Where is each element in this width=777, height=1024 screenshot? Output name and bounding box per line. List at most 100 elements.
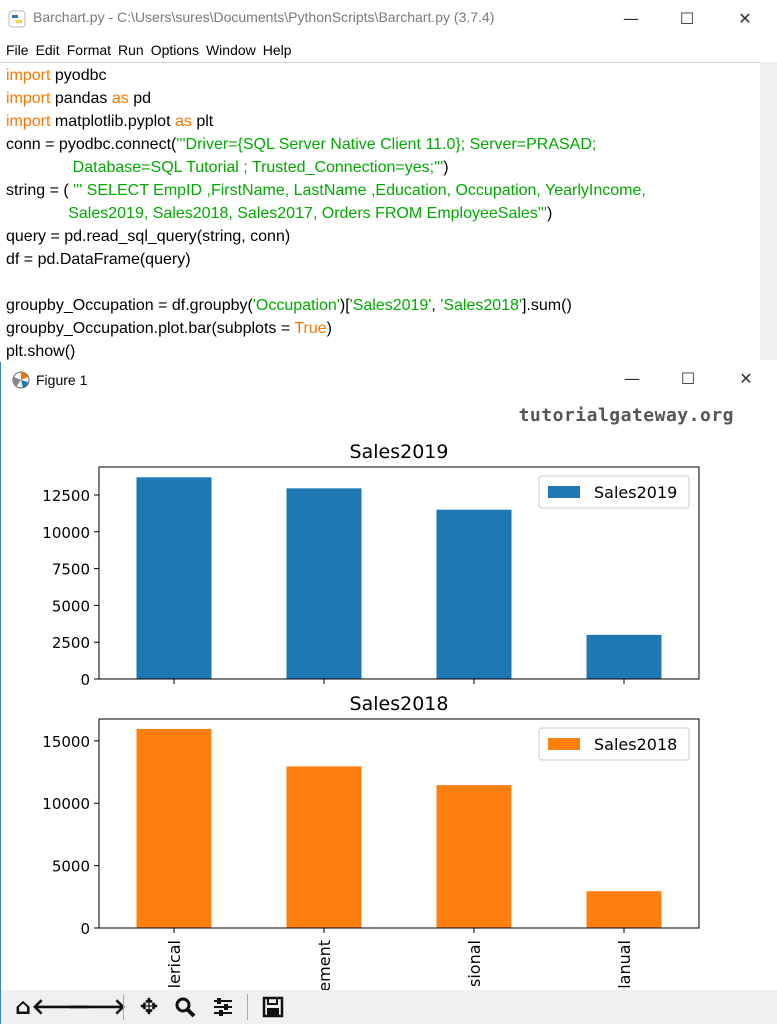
- editor-menubar: File Edit Format Run Options Window Help: [0, 38, 777, 62]
- code-token: conn = pyodbc.connect(: [6, 136, 177, 153]
- editor-window: Barchart.py - C:\Users\sures\Documents\P…: [0, 0, 777, 363]
- legend-label: Sales2019: [594, 483, 677, 502]
- code-token: ''' SELECT EmpID ,FirstName, LastName ,E…: [73, 182, 646, 199]
- code-token: ): [546, 205, 553, 222]
- menu-help[interactable]: Help: [262, 42, 292, 58]
- minimize-button[interactable]: —: [623, 9, 639, 28]
- menu-options[interactable]: Options: [150, 42, 199, 58]
- figure-minimize-button[interactable]: —: [624, 369, 640, 388]
- axes-frame: [98, 466, 700, 680]
- editor-titlebar: Barchart.py - C:\Users\sures\Documents\P…: [0, 0, 777, 38]
- y-tick-label: 15000: [42, 733, 90, 751]
- code-token: import: [6, 90, 51, 107]
- menu-window[interactable]: Window: [205, 42, 256, 58]
- bar-clerical: [136, 728, 212, 928]
- figure-toolbar: ⌂ 🡐 🡒 ✥: [1, 990, 777, 1024]
- code-token: as: [174, 113, 192, 130]
- code-line: string = ( ''' SELECT EmpID ,FirstName, …: [6, 180, 646, 202]
- bar-clerical: [136, 477, 212, 679]
- code-editor[interactable]: import pyodbc import pandas as pd import m…: [0, 62, 760, 361]
- configure-subplots-icon[interactable]: [209, 993, 237, 1021]
- code-token: pyodbc: [50, 67, 107, 84]
- save-icon[interactable]: [259, 993, 287, 1021]
- subplot-2: Sales2018 0 5000 10000 15000 Sales2018 lerical…: [42, 693, 700, 990]
- menu-edit[interactable]: Edit: [35, 42, 60, 58]
- code-token: string = (: [6, 182, 74, 199]
- code-token: matplotlib.pyplot: [50, 113, 175, 130]
- x-tick-label: ement: [315, 940, 334, 990]
- code-token: True: [294, 320, 327, 337]
- figure-title: Figure 1: [36, 372, 88, 388]
- code-token: plt: [191, 113, 214, 130]
- code-token: ): [326, 320, 332, 337]
- matplotlib-icon: [12, 371, 30, 389]
- code-line: Sales2019, Sales2018, Sales2017, Orders …: [6, 203, 552, 225]
- x-tick-label: lanual: [615, 940, 634, 989]
- x-tick-label: lerical: [165, 940, 184, 988]
- x-tick-label: sional: [465, 940, 484, 987]
- code-token: Database=SQL Tutorial ; Trusted_Connecti…: [6, 159, 444, 176]
- zoom-icon[interactable]: [171, 993, 199, 1021]
- editor-scrollbar[interactable]: [760, 62, 777, 360]
- menu-run[interactable]: Run: [118, 42, 144, 58]
- bar-management: [286, 766, 362, 928]
- y-tick-label: 10000: [42, 524, 90, 542]
- maximize-button[interactable]: ☐: [679, 9, 695, 28]
- code-line: import pandas as pd: [6, 88, 151, 110]
- y-tick-label: 5000: [52, 597, 90, 615]
- code-token: 'Occupation': [252, 297, 340, 314]
- y-tick-label: 2500: [52, 634, 90, 652]
- menu-file[interactable]: File: [6, 42, 29, 58]
- pan-icon[interactable]: ✥: [139, 994, 159, 1020]
- code-token: groupby_Occupation.plot.bar(subplots =: [6, 320, 295, 337]
- y-tick-label: 5000: [52, 858, 90, 876]
- code-token: as: [111, 90, 129, 107]
- watermark: tutorialgateway.org: [518, 405, 734, 426]
- legend-swatch: [548, 738, 580, 750]
- legend-swatch: [548, 486, 580, 498]
- subplot-title: Sales2019: [350, 441, 449, 463]
- code-line: groupby_Occupation.plot.bar(subplots = T…: [6, 318, 332, 340]
- menu-format[interactable]: Format: [66, 42, 112, 58]
- code-line: groupby_Occupation = df.groupby('Occupat…: [6, 295, 572, 317]
- bar-management: [286, 488, 362, 679]
- legend-box: [538, 475, 690, 509]
- code-token: 'Sales2018': [440, 297, 523, 314]
- toolbar-separator: [123, 994, 124, 1020]
- code-line: df = pd.DataFrame(query): [6, 249, 191, 271]
- code-token: groupby_Occupation = df.groupby(: [6, 297, 253, 314]
- code-token: ): [443, 159, 449, 176]
- code-token: 'Sales2019': [349, 297, 432, 314]
- legend: Sales2019: [538, 475, 690, 509]
- code-token: Sales2019, Sales2018, Sales2017, Orders …: [6, 205, 547, 222]
- y-tick-label: 10000: [42, 795, 90, 813]
- code-token: query = pd.read_sql_query(string, conn): [6, 228, 291, 245]
- figure-maximize-button[interactable]: ☐: [680, 369, 696, 388]
- plot-canvas[interactable]: Sales2019 0 2500 5000 7500 10000 12500 Sales201…: [1, 362, 777, 990]
- code-token: pd: [128, 90, 151, 107]
- code-token: ].sum(): [522, 297, 572, 314]
- bar-professional: [436, 785, 512, 928]
- figure-close-button[interactable]: ✕: [739, 369, 753, 388]
- legend-label: Sales2018: [594, 735, 677, 754]
- home-icon[interactable]: ⌂: [15, 994, 31, 1020]
- code-token: '''Driver={SQL Server Native Client 11.0…: [176, 136, 597, 153]
- code-line: conn = pyodbc.connect('''Driver={SQL Ser…: [6, 134, 596, 156]
- forward-arrow-icon[interactable]: 🡒: [67, 995, 127, 1020]
- close-button[interactable]: ✕: [738, 9, 752, 28]
- subplot-title: Sales2018: [350, 693, 449, 715]
- editor-title: Barchart.py - C:\Users\sures\Documents\P…: [33, 9, 495, 25]
- code-token: pandas: [50, 90, 112, 107]
- code-line: plt.show(): [6, 341, 75, 363]
- code-line: query = pd.read_sql_query(string, conn): [6, 226, 290, 248]
- y-tick-label: 0: [80, 671, 90, 689]
- code-line: import pyodbc: [6, 65, 107, 87]
- code-line: Database=SQL Tutorial ; Trusted_Connecti…: [6, 157, 449, 179]
- code-token: df = pd.DataFrame(query): [6, 251, 191, 268]
- toolbar-separator: [247, 994, 248, 1020]
- bar-manual: [586, 634, 662, 679]
- bar-professional: [436, 509, 512, 679]
- y-tick-label: 0: [80, 920, 90, 938]
- figure-titlebar: Figure 1 — ☐ ✕: [1, 362, 777, 398]
- bar-manual: [586, 891, 662, 928]
